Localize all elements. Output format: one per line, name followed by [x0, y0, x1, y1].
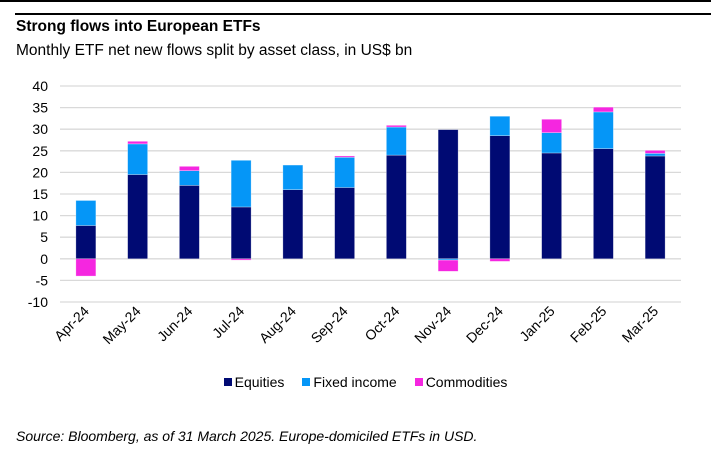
header-rule	[15, 13, 711, 15]
legend-swatch-fixed-income	[302, 378, 311, 386]
y-tick-label: 15	[32, 186, 48, 202]
bar-fixed-income	[230, 160, 252, 208]
y-tick-label: 25	[32, 143, 48, 159]
bar-commodities	[127, 140, 148, 145]
bar-fixed-income	[75, 200, 97, 226]
x-tick-label: Dec-24	[463, 303, 506, 346]
bar-commodities	[386, 125, 407, 128]
y-tick-label: 0	[40, 251, 48, 267]
x-tick-label: Jun-24	[154, 303, 196, 345]
chart-title: Strong flows into European ETFs	[16, 18, 261, 35]
bar-commodities	[644, 150, 666, 154]
x-tick-label: Apr-24	[51, 303, 92, 344]
x-tick-label: Oct-24	[361, 303, 402, 344]
x-tick-label: May-24	[99, 303, 143, 347]
legend: Equities Fixed income Commodities	[0, 374, 711, 390]
bar-fixed-income	[541, 132, 562, 154]
bar-commodities	[541, 118, 562, 133]
x-tick-label: Jul-24	[209, 303, 247, 341]
bar-equities	[541, 152, 562, 260]
legend-item-equities: Equities	[223, 374, 285, 390]
bar-commodities	[179, 166, 200, 171]
bar-fixed-income	[644, 153, 666, 157]
legend-item-fixed-income: Fixed income	[302, 374, 397, 390]
y-tick-label: 20	[32, 164, 48, 180]
bar-equities	[644, 155, 666, 260]
legend-label-equities: Equities	[234, 374, 285, 390]
bar-fixed-income	[386, 126, 407, 156]
y-tick-label: 10	[32, 208, 48, 224]
x-tick-label: Sep-24	[308, 303, 351, 346]
bar-equities	[593, 148, 614, 260]
chart-subtitle: Monthly ETF net new flows split by asset…	[16, 42, 413, 59]
bar-equities	[230, 206, 252, 260]
bar-equities	[489, 135, 511, 260]
y-tick-label: 5	[40, 229, 48, 245]
bar-commodities	[593, 106, 614, 113]
bar-commodities	[230, 258, 252, 261]
frame-top-border	[0, 0, 711, 2]
bar-equities	[386, 154, 407, 260]
x-tick-label: Jan-25	[516, 303, 558, 345]
bar-equities	[437, 129, 459, 260]
y-tick-label: 40	[32, 78, 48, 94]
bar-equities	[179, 185, 200, 260]
bar-fixed-income	[127, 143, 148, 175]
x-tick-label: Mar-25	[619, 303, 662, 346]
y-tick-label: 30	[32, 121, 48, 137]
y-tick-label: -5	[36, 272, 49, 288]
bar-commodities	[75, 258, 97, 277]
bar-commodities	[437, 259, 459, 272]
y-tick-label: -10	[28, 294, 48, 310]
x-tick-label: Aug-24	[256, 303, 299, 346]
bar-fixed-income	[489, 115, 511, 136]
bar-commodities	[334, 155, 355, 158]
x-tick-label: Nov-24	[411, 303, 454, 346]
bar-equities	[127, 174, 148, 260]
legend-label-fixed-income: Fixed income	[313, 374, 397, 390]
x-tick-label: Feb-25	[567, 303, 610, 346]
bar-equities	[334, 187, 355, 260]
legend-swatch-equities	[223, 378, 232, 386]
bar-fixed-income	[282, 164, 304, 190]
source-note: Source: Bloomberg, as of 31 March 2025. …	[16, 428, 478, 444]
legend-swatch-commodities	[414, 378, 423, 386]
bar-fixed-income	[334, 156, 355, 188]
bar-commodities	[489, 258, 511, 262]
legend-label-commodities: Commodities	[425, 374, 508, 390]
bar-fixed-income	[593, 111, 614, 149]
bar-equities	[75, 225, 97, 260]
bar-fixed-income	[179, 170, 200, 186]
legend-item-commodities: Commodities	[414, 374, 508, 390]
y-tick-label: 35	[32, 100, 48, 116]
bar-equities	[282, 189, 304, 260]
